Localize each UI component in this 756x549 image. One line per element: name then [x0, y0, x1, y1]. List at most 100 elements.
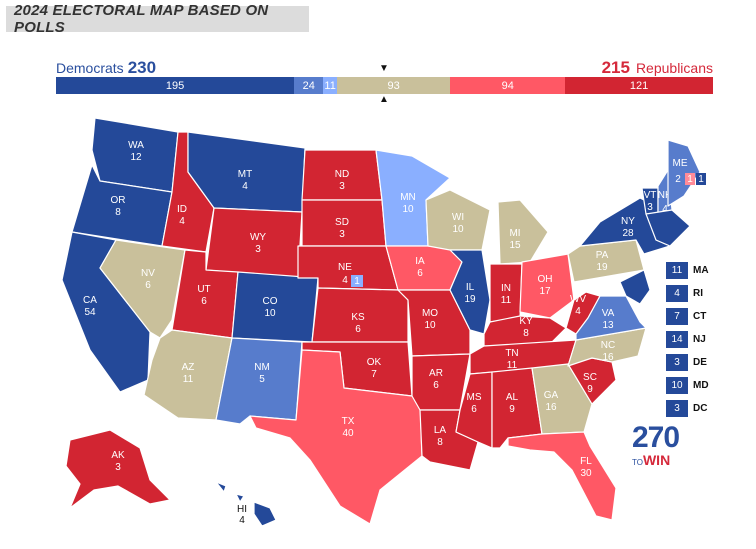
svg-text:1: 1 — [354, 276, 360, 287]
svg-text:54: 54 — [84, 307, 96, 318]
svg-text:6: 6 — [355, 324, 361, 335]
270towin-logo: 270 TOWIN — [632, 421, 680, 470]
svg-text:WV: WV — [570, 294, 586, 305]
state-nm[interactable]: NM5 — [215, 337, 303, 425]
logo-number: 270 — [632, 421, 680, 454]
svg-text:10: 10 — [424, 320, 436, 331]
small-state-votes: 7 — [666, 308, 688, 325]
svg-text:TX: TX — [342, 416, 355, 427]
svg-text:VA: VA — [602, 308, 615, 319]
small-state-row[interactable]: 3 DC — [666, 397, 709, 420]
svg-text:KS: KS — [351, 312, 365, 323]
svg-text:VT: VT — [644, 190, 657, 201]
svg-text:NV: NV — [141, 268, 155, 279]
small-state-name: MA — [693, 265, 709, 276]
svg-text:11: 11 — [501, 295, 512, 306]
small-state-votes: 11 — [666, 262, 688, 279]
svg-text:3: 3 — [255, 244, 261, 255]
svg-text:7: 7 — [371, 369, 377, 380]
small-state-name: RI — [693, 288, 703, 299]
state-ne-district-2[interactable]: 1 — [351, 275, 363, 287]
svg-text:NM: NM — [254, 362, 270, 373]
svg-text:IL: IL — [466, 282, 475, 293]
state-hi[interactable]: HI4 — [215, 481, 277, 527]
svg-text:IA: IA — [415, 256, 425, 267]
svg-text:NY: NY — [621, 216, 635, 227]
logo-to: TO — [632, 458, 643, 467]
svg-text:AZ: AZ — [182, 362, 195, 373]
svg-text:OR: OR — [111, 195, 126, 206]
svg-text:SC: SC — [583, 372, 597, 383]
small-state-name: NJ — [693, 334, 706, 345]
state-wy[interactable]: WY3 — [205, 207, 303, 279]
state-nd[interactable]: ND3 — [301, 149, 383, 201]
state-ks[interactable]: KS6 — [311, 287, 409, 343]
svg-text:12: 12 — [130, 152, 142, 163]
svg-text:CO: CO — [263, 296, 278, 307]
svg-text:9: 9 — [509, 404, 515, 415]
svg-text:13: 13 — [602, 320, 614, 331]
midpoint-marker-top: ▼ — [379, 63, 389, 74]
state-me[interactable]: ME 2 — [667, 139, 701, 207]
svg-text:8: 8 — [437, 437, 443, 448]
small-state-row[interactable]: 14 NJ — [666, 328, 709, 351]
svg-text:MT: MT — [238, 169, 252, 180]
svg-text:10: 10 — [264, 308, 276, 319]
democrats-header: Democrats 230 — [56, 58, 156, 78]
state-ak[interactable]: AK3 — [65, 429, 171, 509]
svg-text:MO: MO — [422, 308, 438, 319]
vote-bar-segment: 24 — [294, 77, 324, 94]
state-sd[interactable]: SD3 — [301, 199, 387, 247]
svg-text:3: 3 — [339, 229, 345, 240]
svg-text:WA: WA — [128, 140, 144, 151]
svg-text:UT: UT — [197, 284, 210, 295]
republicans-total: 215 — [601, 58, 630, 77]
svg-text:2: 2 — [675, 174, 681, 185]
svg-text:OK: OK — [367, 357, 382, 368]
state-ia[interactable]: IA6 — [385, 245, 463, 291]
small-state-row[interactable]: 3 DE — [666, 351, 709, 374]
vote-bar-segment: 195 — [56, 77, 295, 94]
svg-text:5: 5 — [259, 374, 265, 385]
svg-text:NH: NH — [658, 190, 672, 201]
svg-text:11: 11 — [183, 374, 194, 385]
svg-text:NC: NC — [601, 340, 615, 351]
small-state-row[interactable]: 4 RI — [666, 282, 709, 305]
svg-text:28: 28 — [622, 228, 634, 239]
svg-text:PA: PA — [596, 250, 609, 261]
state-me-district-2[interactable]: 1 — [685, 173, 695, 185]
svg-text:6: 6 — [201, 296, 207, 307]
small-state-votes: 10 — [666, 377, 688, 394]
electoral-vote-bar: 195 24 11 93 94 121 — [56, 77, 713, 94]
svg-text:IN: IN — [501, 283, 511, 294]
map-title: 2024 ELECTORAL MAP BASED ON POLLS — [14, 2, 269, 36]
small-state-name: DE — [693, 357, 707, 368]
svg-text:TN: TN — [505, 348, 518, 359]
democrats-label: Democrats — [56, 60, 124, 76]
small-state-row[interactable]: 11 MA — [666, 259, 709, 282]
small-state-row[interactable]: 7 CT — [666, 305, 709, 328]
svg-text:30: 30 — [580, 468, 592, 479]
svg-text:16: 16 — [545, 402, 557, 413]
state-ar[interactable]: AR6 — [411, 353, 471, 411]
svg-text:MS: MS — [467, 392, 482, 403]
svg-text:16: 16 — [602, 352, 614, 363]
svg-text:4: 4 — [342, 275, 348, 286]
svg-text:NE: NE — [338, 262, 352, 273]
svg-text:40: 40 — [342, 428, 354, 439]
state-me-district-1[interactable]: 1 — [696, 173, 706, 185]
small-state-row[interactable]: 10 MD — [666, 374, 709, 397]
